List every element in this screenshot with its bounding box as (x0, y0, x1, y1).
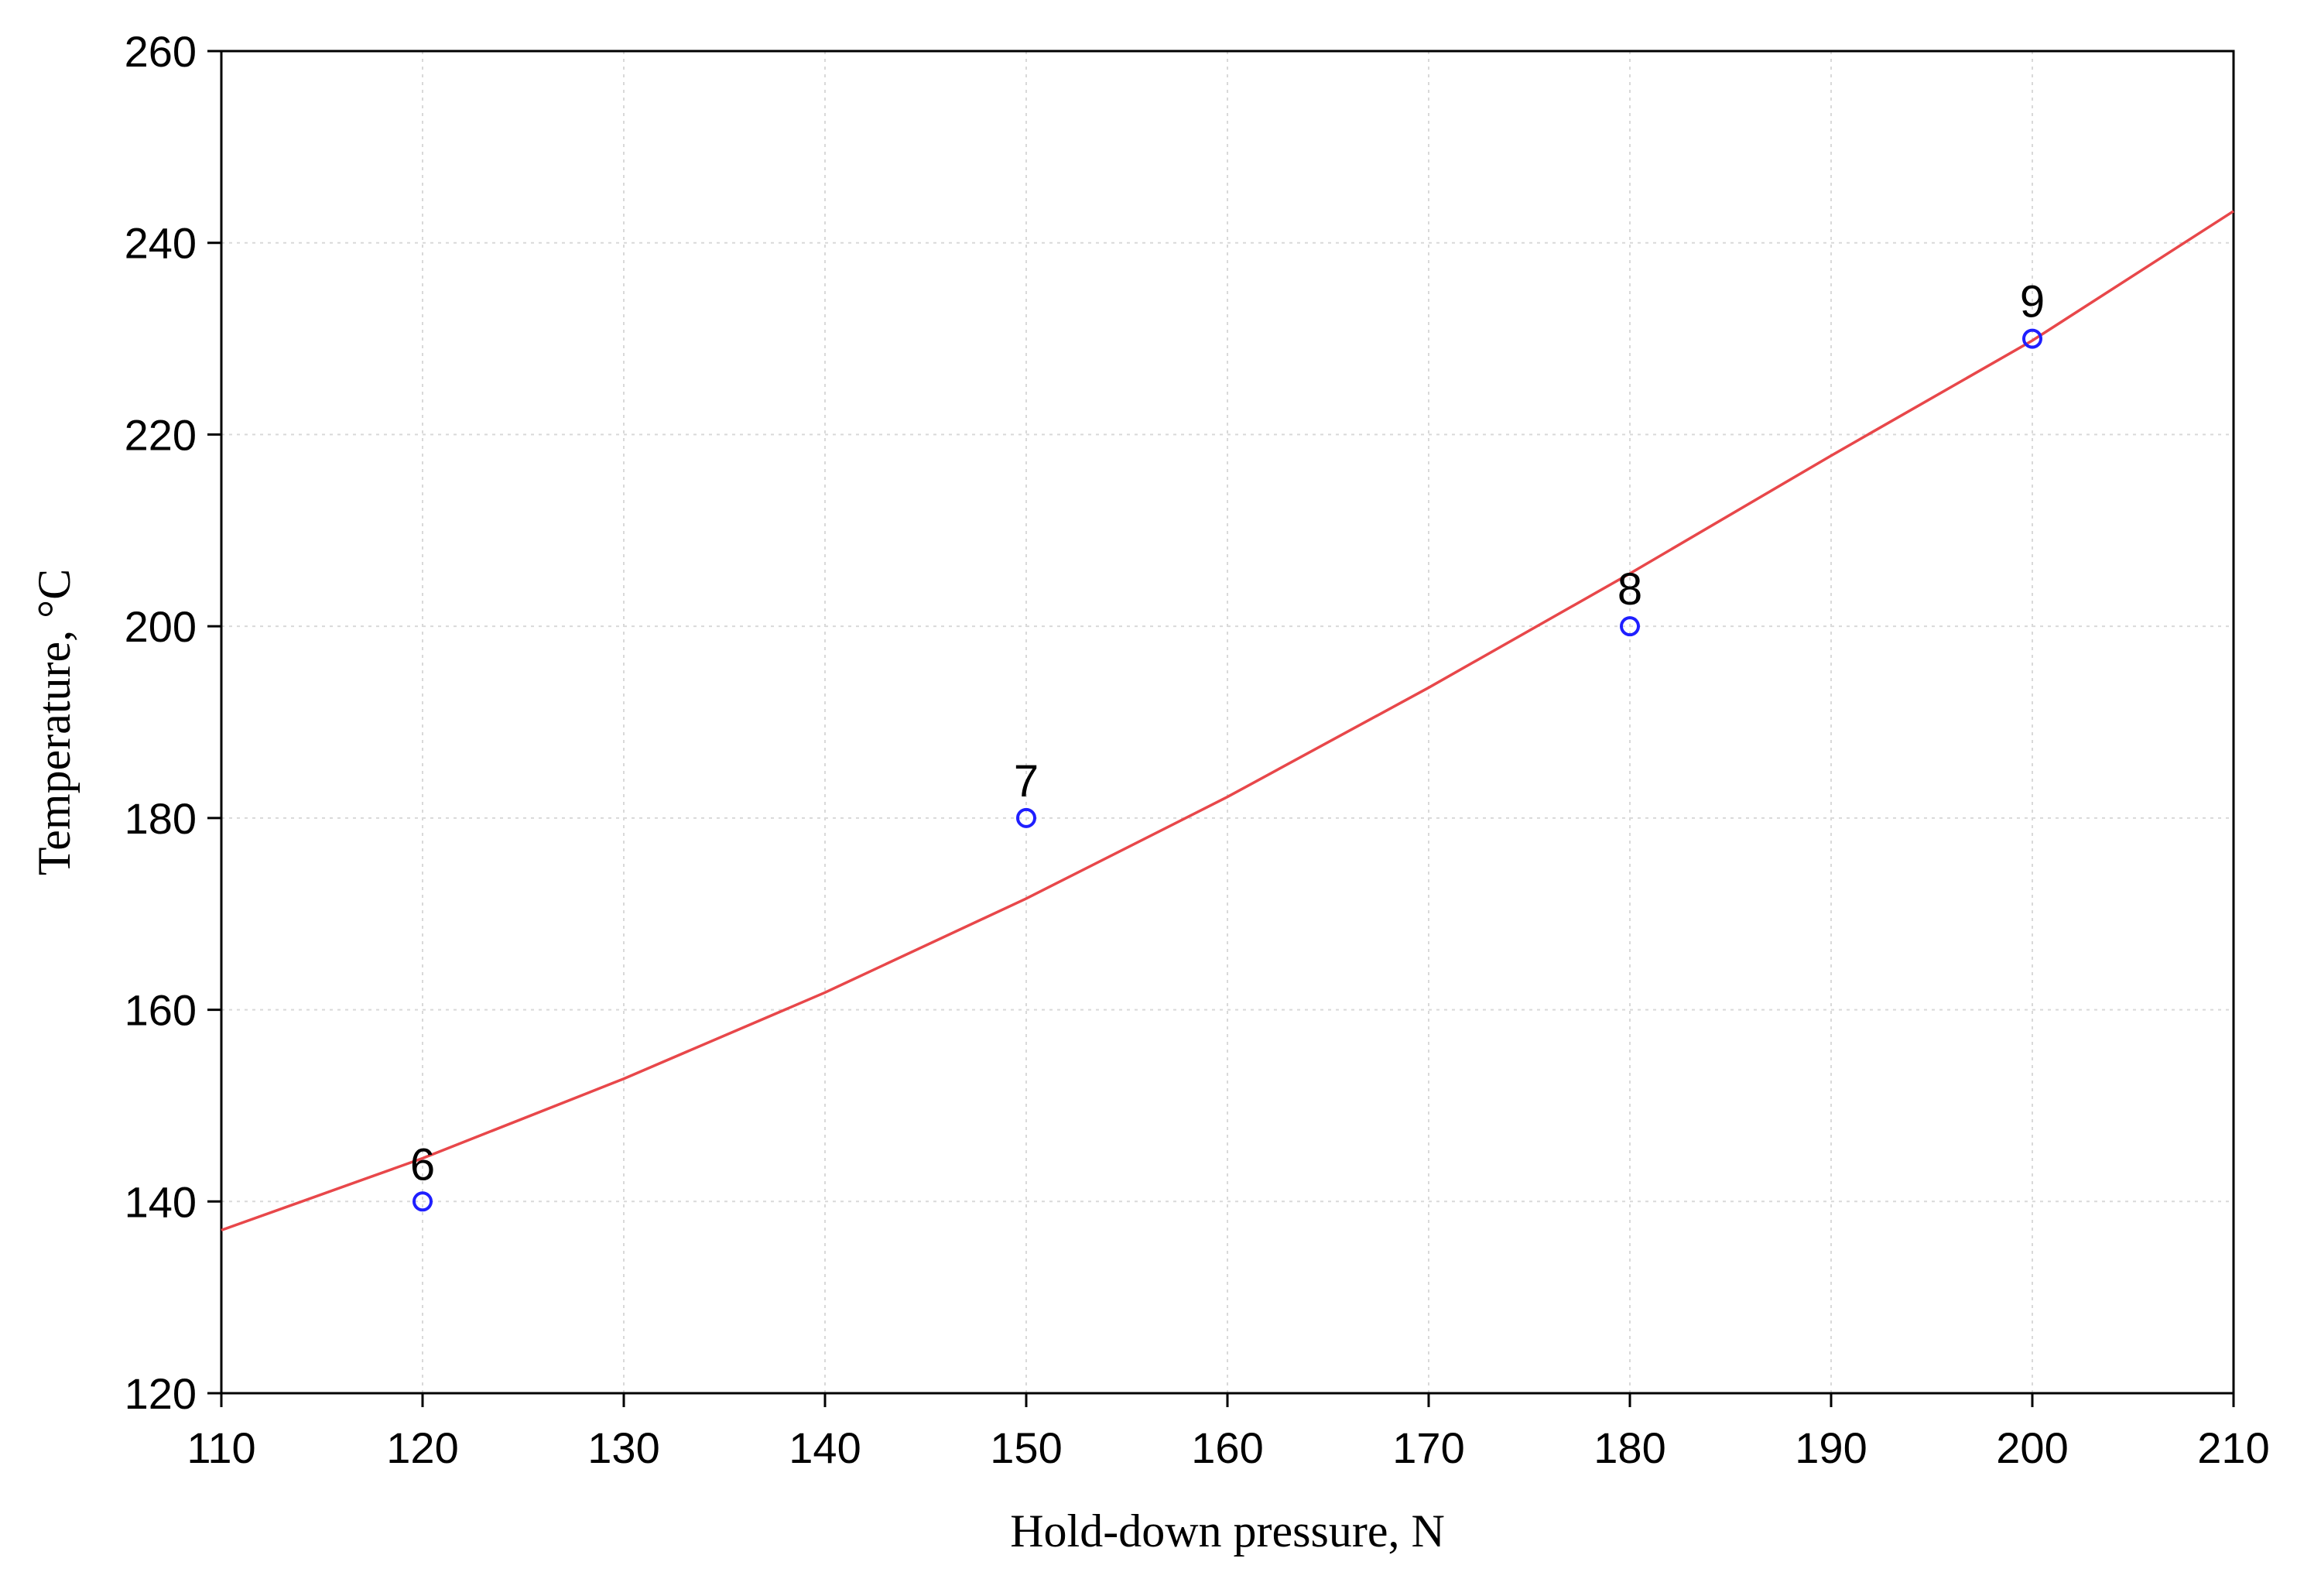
data-point (2022, 328, 2042, 349)
y-tick-label: 260 (125, 27, 197, 76)
y-tick-label: 140 (125, 1177, 197, 1226)
x-axis-title: Hold-down pressure, N (1010, 1505, 1445, 1557)
y-tick-label: 180 (125, 794, 197, 843)
grid-lines (221, 51, 2234, 1393)
x-tick-label: 190 (1795, 1423, 1867, 1472)
x-tick-label: 180 (1594, 1423, 1665, 1472)
data-point-label: 7 (1014, 756, 1039, 807)
data-point (1620, 616, 1640, 637)
x-tick-label: 210 (2197, 1423, 2269, 1472)
x-tick-label: 110 (187, 1423, 255, 1472)
y-axis: 120 140 160 180 200 220 240 260 (125, 27, 221, 1418)
fit-curve-line (221, 210, 2234, 1232)
x-tick-label: 200 (1996, 1423, 2068, 1472)
data-point-label: 9 (2020, 277, 2045, 327)
x-tick-label: 160 (1191, 1423, 1263, 1472)
data-point (1016, 807, 1036, 828)
x-tick-label: 120 (386, 1423, 458, 1472)
y-axis-title: Temperature, °C (29, 569, 80, 875)
data-point (413, 1191, 433, 1212)
data-point-label: 8 (1617, 564, 1642, 615)
y-tick-label: 200 (125, 602, 197, 651)
y-tick-label: 120 (125, 1369, 197, 1418)
x-tick-label: 140 (789, 1423, 861, 1472)
y-tick-label: 220 (125, 410, 197, 459)
x-axis: 110 120 130 140 150 160 170 180 190 200 210 (187, 1393, 2270, 1472)
x-tick-label: 170 (1392, 1423, 1464, 1472)
x-tick-label: 150 (990, 1423, 1062, 1472)
x-tick-label: 130 (587, 1423, 659, 1472)
data-points (413, 328, 2042, 1212)
y-tick-label: 240 (125, 219, 197, 268)
y-tick-label: 160 (125, 986, 197, 1035)
data-point-label: 6 (410, 1139, 435, 1190)
point-labels: 6 7 8 9 (410, 277, 2045, 1190)
